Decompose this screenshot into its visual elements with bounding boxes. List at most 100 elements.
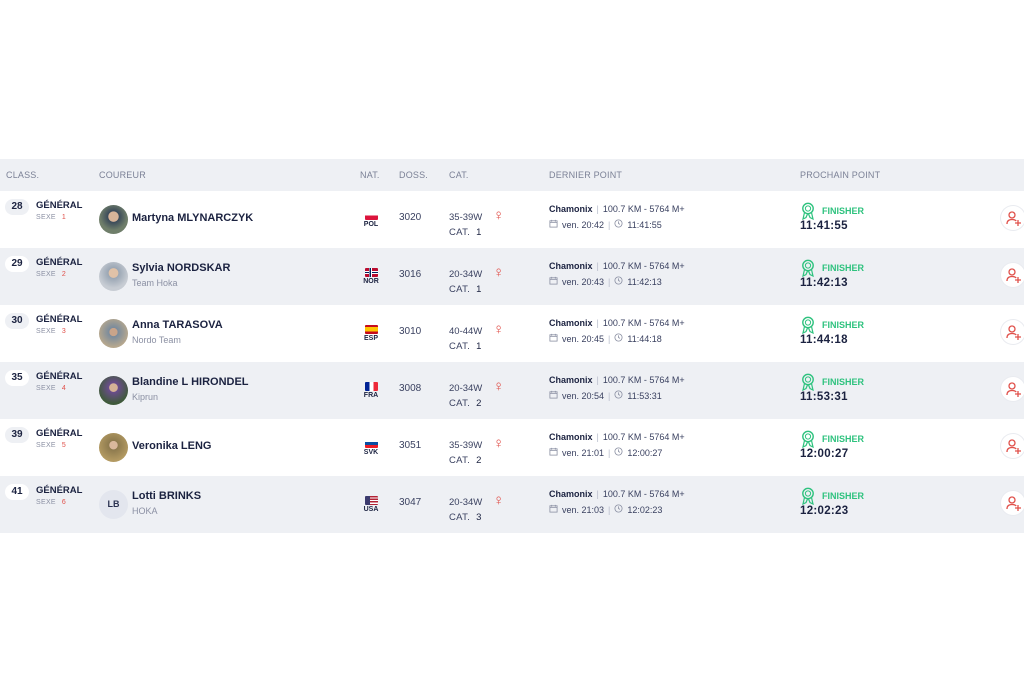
header-class[interactable]: CLASS. bbox=[6, 170, 40, 180]
table-row[interactable]: 41 GÉNÉRAL SEXE 6 CAT. 3 LB Lotti BRINKS H… bbox=[0, 476, 1024, 533]
nationality-code: FRA bbox=[363, 392, 379, 399]
clock-icon bbox=[614, 276, 623, 287]
table-body: 28 GÉNÉRAL SEXE 1 CAT. 1 Martyna MLYNARCZY… bbox=[0, 191, 1024, 533]
add-user-icon bbox=[1001, 211, 1024, 234]
finish-time: 11:42:13 bbox=[800, 277, 848, 289]
runner-name[interactable]: Sylvia NORDSKAR bbox=[132, 262, 231, 274]
category-rank: CAT. 1 bbox=[449, 284, 482, 295]
bib-number: 3047 bbox=[399, 497, 422, 508]
last-point-times: ven. 20:54 | 11:53:31 bbox=[549, 390, 662, 401]
nationality: SVK bbox=[360, 439, 382, 456]
nationality: POL bbox=[360, 211, 382, 228]
runner-name[interactable]: Lotti BRINKS bbox=[132, 490, 202, 502]
rank-badge: 28 bbox=[5, 199, 29, 215]
follow-runner-button[interactable] bbox=[1001, 491, 1024, 515]
avatar: LB bbox=[99, 490, 128, 519]
header-dernier-point[interactable]: DERNIER POINT bbox=[549, 170, 623, 180]
follow-runner-button[interactable] bbox=[1001, 263, 1024, 287]
avatar bbox=[99, 433, 128, 462]
medal-icon bbox=[800, 202, 816, 221]
nationality: USA bbox=[360, 496, 382, 513]
calendar-icon bbox=[549, 390, 558, 401]
medal-icon bbox=[800, 316, 816, 335]
last-point-times: ven. 20:43 | 11:42:13 bbox=[549, 276, 662, 287]
avatar bbox=[99, 205, 128, 234]
finisher-label: FINISHER bbox=[822, 206, 865, 216]
calendar-icon bbox=[549, 333, 558, 344]
female-icon: ♀ bbox=[493, 492, 505, 509]
runner-name[interactable]: Martyna MLYNARCZYK bbox=[132, 212, 254, 224]
female-icon: ♀ bbox=[493, 264, 505, 281]
header-coureur[interactable]: COUREUR bbox=[99, 170, 146, 180]
flag-icon bbox=[364, 268, 378, 277]
female-icon: ♀ bbox=[493, 321, 505, 338]
general-label: GÉNÉRAL bbox=[36, 371, 83, 382]
table-row[interactable]: 29 GÉNÉRAL SEXE 2 CAT. 1 Sylvia NORDSKAR T… bbox=[0, 248, 1024, 305]
follow-runner-button[interactable] bbox=[1001, 377, 1024, 401]
table-row[interactable]: 28 GÉNÉRAL SEXE 1 CAT. 1 Martyna MLYNARCZY… bbox=[0, 191, 1024, 248]
add-user-icon bbox=[1001, 268, 1024, 291]
rank-badge: 39 bbox=[5, 427, 29, 443]
finisher-label: FINISHER bbox=[822, 434, 865, 444]
last-point-location: Chamonix | 100.7 KM - 5764 M+ bbox=[549, 375, 685, 385]
bib-number: 3008 bbox=[399, 383, 422, 394]
runner-name[interactable]: Blandine L HIRONDEL bbox=[132, 376, 249, 388]
bib-number: 3051 bbox=[399, 440, 422, 451]
last-point-times: ven. 20:42 | 11:41:55 bbox=[549, 219, 662, 230]
runner-name[interactable]: Anna TARASOVA bbox=[132, 319, 223, 331]
calendar-icon bbox=[549, 219, 558, 230]
medal-icon bbox=[800, 487, 816, 506]
table-row[interactable]: 35 GÉNÉRAL SEXE 4 CAT. 2 Blandine L HIROND… bbox=[0, 362, 1024, 419]
female-icon: ♀ bbox=[493, 435, 505, 452]
header-nat[interactable]: NAT. bbox=[360, 170, 380, 180]
table-row[interactable]: 30 GÉNÉRAL SEXE 3 CAT. 1 Anna TARASOVA Nor… bbox=[0, 305, 1024, 362]
category: 35-39W bbox=[449, 212, 483, 223]
header-cat[interactable]: CAT. bbox=[449, 170, 469, 180]
category-rank: CAT. 2 bbox=[449, 455, 482, 466]
runner-team: HOKA bbox=[132, 506, 158, 516]
rank-badge: 35 bbox=[5, 370, 29, 386]
finish-time: 11:44:18 bbox=[800, 334, 848, 346]
follow-runner-button[interactable] bbox=[1001, 320, 1024, 344]
calendar-icon bbox=[549, 504, 558, 515]
clock-icon bbox=[614, 504, 623, 515]
category: 20-34W bbox=[449, 497, 483, 508]
finisher-label: FINISHER bbox=[822, 377, 865, 387]
last-point-location: Chamonix | 100.7 KM - 5764 M+ bbox=[549, 489, 685, 499]
sexe-rank: SEXE 3 bbox=[36, 328, 67, 335]
nationality-code: ESP bbox=[363, 335, 378, 342]
sexe-rank: SEXE 4 bbox=[36, 385, 67, 392]
add-user-icon bbox=[1001, 496, 1024, 519]
runner-team: Nordo Team bbox=[132, 335, 181, 345]
last-point-times: ven. 20:45 | 11:44:18 bbox=[549, 333, 662, 344]
category: 20-34W bbox=[449, 383, 483, 394]
finisher-label: FINISHER bbox=[822, 320, 865, 330]
general-label: GÉNÉRAL bbox=[36, 428, 83, 439]
category-rank: CAT. 2 bbox=[449, 398, 482, 409]
category-rank: CAT. 1 bbox=[449, 341, 482, 352]
runner-name[interactable]: Veronika LENG bbox=[132, 440, 212, 452]
rank-badge: 41 bbox=[5, 484, 29, 500]
table-row[interactable]: 39 GÉNÉRAL SEXE 5 CAT. 2 Veronika LENG SVK… bbox=[0, 419, 1024, 476]
follow-runner-button[interactable] bbox=[1001, 206, 1024, 230]
category: 35-39W bbox=[449, 440, 483, 451]
rank-badge: 29 bbox=[5, 256, 29, 272]
header-prochain-point[interactable]: PROCHAIN POINT bbox=[800, 170, 881, 180]
add-user-icon bbox=[1001, 439, 1024, 462]
sexe-rank: SEXE 1 bbox=[36, 214, 67, 221]
add-user-icon bbox=[1001, 382, 1024, 405]
medal-icon bbox=[800, 430, 816, 449]
last-point-location: Chamonix | 100.7 KM - 5764 M+ bbox=[549, 261, 685, 271]
nationality: FRA bbox=[360, 382, 382, 399]
nationality: ESP bbox=[360, 325, 382, 342]
follow-runner-button[interactable] bbox=[1001, 434, 1024, 458]
last-point-location: Chamonix | 100.7 KM - 5764 M+ bbox=[549, 432, 685, 442]
bib-number: 3010 bbox=[399, 326, 422, 337]
header-doss[interactable]: DOSS. bbox=[399, 170, 429, 180]
calendar-icon bbox=[549, 276, 558, 287]
rank-badge: 30 bbox=[5, 313, 29, 329]
finish-time: 12:00:27 bbox=[800, 448, 849, 460]
flag-icon bbox=[364, 382, 378, 391]
clock-icon bbox=[614, 333, 623, 344]
clock-icon bbox=[614, 390, 623, 401]
